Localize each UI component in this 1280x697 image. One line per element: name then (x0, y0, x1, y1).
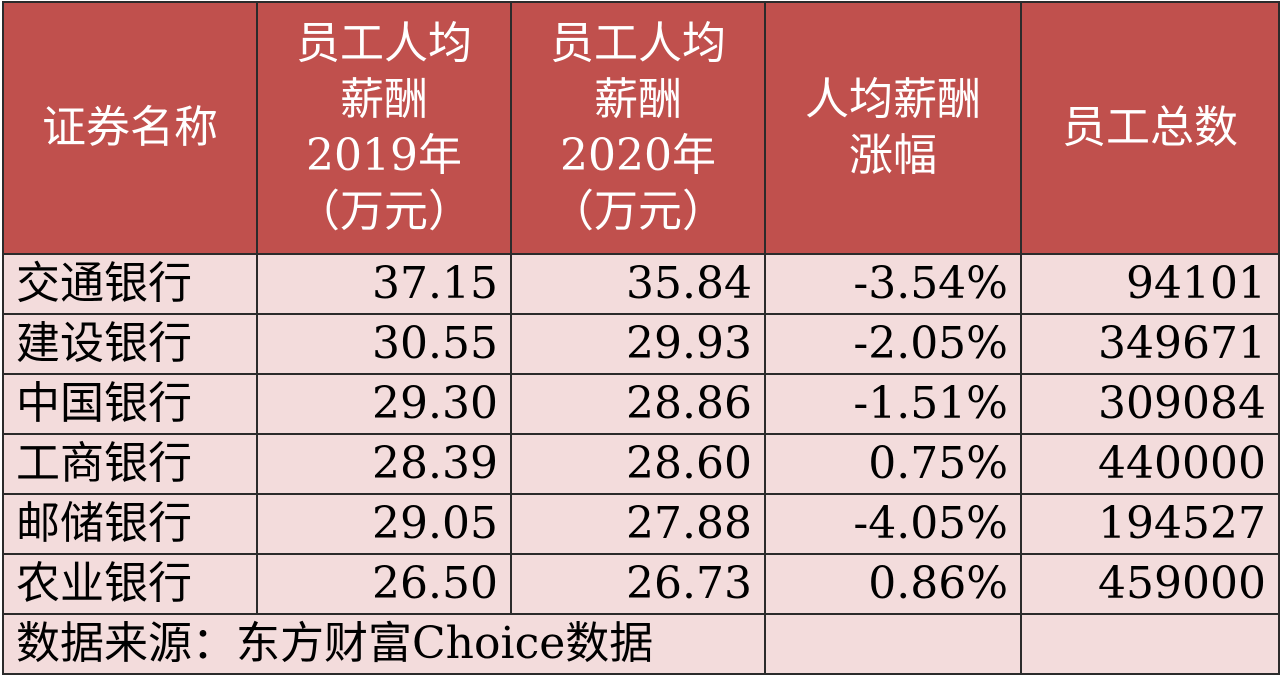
cell-name: 中国银行 (2, 373, 258, 435)
cell-name: 建设银行 (2, 313, 258, 375)
data-source-note: 数据来源：东方财富Choice数据 (2, 613, 766, 675)
cell-growth: -2.05% (764, 313, 1022, 375)
cell-pay-2020: 28.86 (510, 373, 766, 435)
cell-pay-2020: 29.93 (510, 313, 766, 375)
cell-name: 工商银行 (2, 433, 258, 495)
cell-pay-2019: 30.55 (256, 313, 512, 375)
header-total-employees: 员工总数 (1020, 1, 1280, 255)
empty-cell (1020, 613, 1280, 675)
cell-growth: 0.86% (764, 553, 1022, 615)
header-row: 证券名称 员工人均 薪酬 2019年 （万元） 员工人均 薪酬 2020年 （万… (2, 1, 1280, 255)
cell-growth: -3.54% (764, 253, 1022, 315)
cell-growth: -4.05% (764, 493, 1022, 555)
table-row: 工商银行 28.39 28.60 0.75% 440000 (2, 433, 1280, 495)
header-security-name: 证券名称 (2, 1, 258, 255)
cell-pay-2020: 35.84 (510, 253, 766, 315)
cell-employees: 309084 (1020, 373, 1280, 435)
cell-pay-2019: 26.50 (256, 553, 512, 615)
cell-employees: 440000 (1020, 433, 1280, 495)
empty-cell (764, 613, 1022, 675)
cell-employees: 194527 (1020, 493, 1280, 555)
header-pay-2019: 员工人均 薪酬 2019年 （万元） (256, 1, 512, 255)
cell-employees: 94101 (1020, 253, 1280, 315)
cell-employees: 349671 (1020, 313, 1280, 375)
cell-pay-2020: 27.88 (510, 493, 766, 555)
table-row: 农业银行 26.50 26.73 0.86% 459000 (2, 553, 1280, 615)
cell-pay-2020: 26.73 (510, 553, 766, 615)
header-pay-growth: 人均薪酬 涨幅 (764, 1, 1022, 255)
table-row: 建设银行 30.55 29.93 -2.05% 349671 (2, 313, 1280, 375)
table-row: 交通银行 37.15 35.84 -3.54% 94101 (2, 253, 1280, 315)
bank-salary-table: 证券名称 员工人均 薪酬 2019年 （万元） 员工人均 薪酬 2020年 （万… (2, 1, 1280, 675)
cell-name: 农业银行 (2, 553, 258, 615)
cell-pay-2019: 28.39 (256, 433, 512, 495)
cell-pay-2019: 29.05 (256, 493, 512, 555)
cell-pay-2019: 37.15 (256, 253, 512, 315)
table-row: 邮储银行 29.05 27.88 -4.05% 194527 (2, 493, 1280, 555)
cell-pay-2020: 28.60 (510, 433, 766, 495)
cell-pay-2019: 29.30 (256, 373, 512, 435)
source-row: 数据来源：东方财富Choice数据 (2, 613, 1280, 675)
cell-growth: 0.75% (764, 433, 1022, 495)
cell-employees: 459000 (1020, 553, 1280, 615)
cell-name: 邮储银行 (2, 493, 258, 555)
header-pay-2020: 员工人均 薪酬 2020年 （万元） (510, 1, 766, 255)
cell-growth: -1.51% (764, 373, 1022, 435)
cell-name: 交通银行 (2, 253, 258, 315)
table-row: 中国银行 29.30 28.86 -1.51% 309084 (2, 373, 1280, 435)
